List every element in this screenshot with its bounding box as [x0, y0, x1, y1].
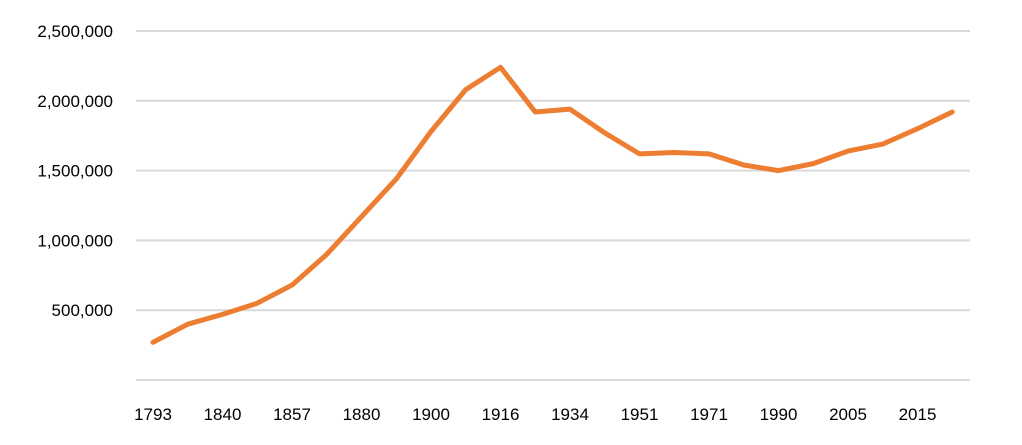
x-tick-label: 1934 [551, 405, 589, 424]
x-tick-label: 1916 [482, 405, 520, 424]
x-tick-label: 1900 [412, 405, 450, 424]
x-tick-label: 1880 [343, 405, 381, 424]
x-tick-label: 1971 [690, 405, 728, 424]
x-tick-label: 1793 [134, 405, 172, 424]
y-tick-label: 1,500,000 [37, 162, 113, 181]
y-tick-label: 2,500,000 [37, 22, 113, 41]
y-tick-label: 2,000,000 [37, 92, 113, 111]
x-tick-label: 1857 [273, 405, 311, 424]
x-tick-label: 1990 [760, 405, 798, 424]
x-tick-label: 2005 [829, 405, 867, 424]
y-tick-label: 1,000,000 [37, 231, 113, 250]
x-tick-label: 2015 [899, 405, 937, 424]
x-tick-label: 1840 [204, 405, 242, 424]
x-tick-label: 1951 [621, 405, 659, 424]
series-line [150, 64, 955, 345]
y-tick-label: 500,000 [52, 301, 113, 320]
